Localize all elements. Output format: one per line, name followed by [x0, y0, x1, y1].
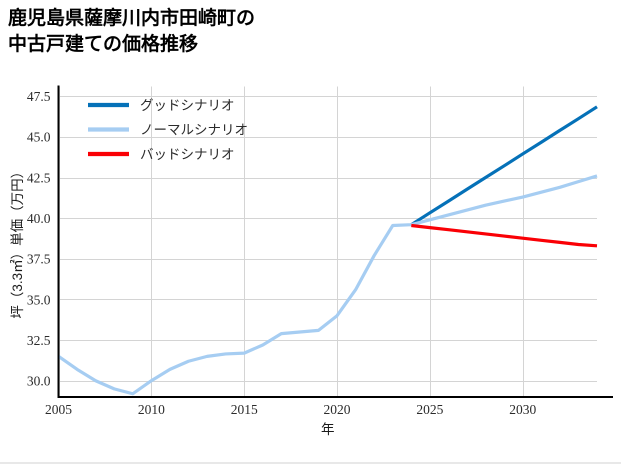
- x-tick-label: 2005: [45, 402, 72, 417]
- y-tick-labels: 30.0 32.5 35.0 37.5 40.0 42.5 45.0 47.5: [27, 89, 51, 388]
- x-tick-label: 2010: [138, 402, 165, 417]
- y-tick-label: 32.5: [27, 333, 51, 348]
- x-tick-label: 2025: [416, 402, 443, 417]
- y-tick-label: 37.5: [27, 252, 51, 267]
- y-tick-label: 47.5: [27, 89, 51, 104]
- chart-title: 鹿児島県薩摩川内市田崎町の 中古戸建ての価格推移: [8, 8, 256, 55]
- y-tick-label: 30.0: [27, 374, 51, 389]
- y-tick-label: 40.0: [27, 211, 51, 226]
- y-tick-label: 42.5: [27, 170, 51, 185]
- x-tick-labels: 2005 2010 2015 2020 2025 2030: [45, 402, 536, 417]
- x-tick-label: 2030: [509, 402, 536, 417]
- legend-label: グッドシナリオ: [140, 98, 235, 113]
- x-tick-label: 2020: [324, 402, 351, 417]
- x-axis-title: 年: [321, 422, 335, 437]
- axes: [57, 85, 613, 399]
- series-line-good: [410, 105, 598, 227]
- y-tick-label: 45.0: [27, 130, 51, 145]
- legend-label: バッドシナリオ: [140, 147, 235, 162]
- y-axis-title: 坪（3.3㎡）単価（万円）: [10, 165, 25, 319]
- series-line-normal: [57, 174, 598, 396]
- gridlines: [58, 86, 597, 397]
- series-line-bad: [411, 223, 598, 248]
- legend-label: ノーマルシナリオ: [140, 123, 248, 138]
- y-tick-label: 35.0: [27, 292, 51, 307]
- series-group: [57, 105, 598, 396]
- x-tick-label: 2015: [231, 402, 258, 417]
